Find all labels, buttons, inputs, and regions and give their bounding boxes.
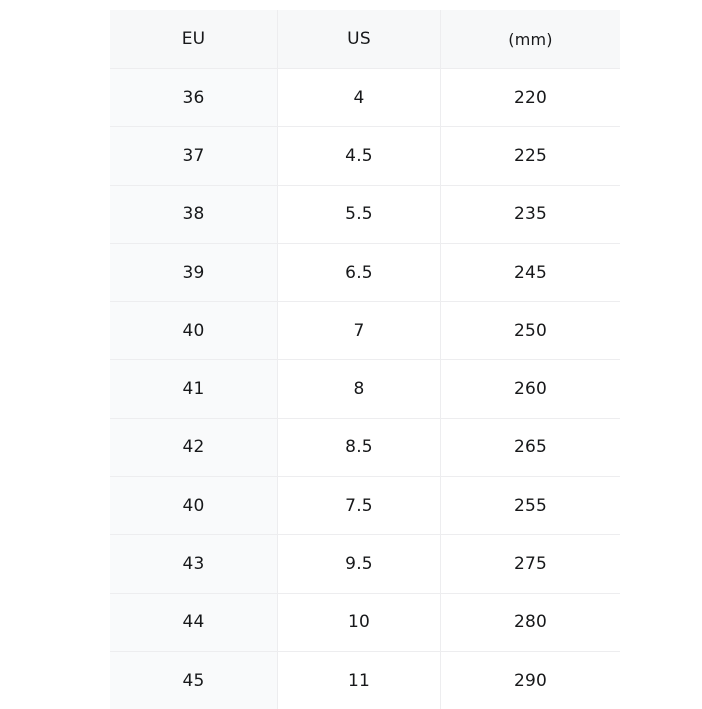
table-row: 37 4.5 225: [110, 126, 620, 185]
cell-eu: 43: [110, 535, 277, 593]
cell-eu: 44: [110, 593, 277, 651]
cell-mm: 250: [440, 302, 620, 360]
cell-mm: 280: [440, 593, 620, 651]
cell-us: 6.5: [277, 243, 440, 302]
cell-eu: 45: [110, 651, 277, 709]
table-row: 39 6.5 245: [110, 242, 620, 302]
cell-us: 8.5: [277, 418, 440, 477]
table-row: 36 4 220: [110, 68, 620, 127]
cell-eu: 39: [110, 243, 277, 302]
cell-eu: 40: [110, 302, 277, 360]
cell-mm: 260: [440, 360, 620, 418]
cell-mm: 225: [440, 127, 620, 185]
cell-mm: 255: [440, 477, 620, 535]
size-conversion-table: EU US (mm) 36 4 220 37 4.5 225 38 5.5 23…: [110, 10, 620, 709]
column-header-us: US: [277, 10, 440, 68]
table-row: 38 5.5 235: [110, 184, 620, 243]
cell-us: 4.5: [277, 127, 440, 185]
cell-us: 5.5: [277, 185, 440, 243]
cell-mm: 245: [440, 243, 620, 302]
cell-us: 7: [277, 302, 440, 360]
table-row: 42 8.5 265: [110, 417, 620, 477]
cell-us: 11: [277, 651, 440, 709]
table-row: 43 9.5 275: [110, 534, 620, 593]
cell-us: 7.5: [277, 477, 440, 535]
cell-eu: 37: [110, 127, 277, 185]
cell-mm: 265: [440, 418, 620, 477]
cell-eu: 36: [110, 69, 277, 127]
cell-us: 9.5: [277, 535, 440, 593]
cell-mm: 275: [440, 535, 620, 593]
cell-eu: 42: [110, 418, 277, 477]
cell-mm: 290: [440, 651, 620, 709]
table-row: 44 10 280: [110, 592, 620, 651]
cell-us: 4: [277, 69, 440, 127]
cell-mm: 220: [440, 69, 620, 127]
cell-eu: 41: [110, 360, 277, 418]
table-header-row: EU US (mm): [110, 10, 620, 68]
cell-eu: 38: [110, 185, 277, 243]
column-header-mm: (mm): [440, 10, 620, 68]
cell-us: 8: [277, 360, 440, 418]
cell-eu: 40: [110, 477, 277, 535]
cell-mm: 235: [440, 185, 620, 243]
table-row: 40 7.5 255: [110, 476, 620, 535]
table-row: 40 7 250: [110, 301, 620, 360]
column-header-eu: EU: [181, 29, 206, 49]
table-row: 41 8 260: [110, 359, 620, 418]
table-row: 45 11 290: [110, 650, 620, 709]
cell-us: 10: [277, 593, 440, 651]
